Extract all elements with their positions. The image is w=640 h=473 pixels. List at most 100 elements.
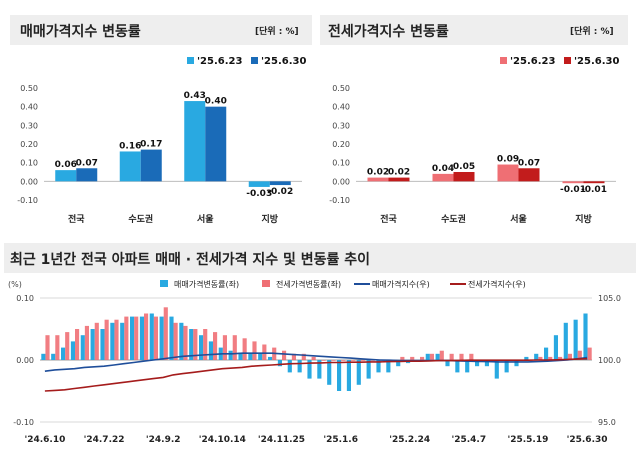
trend-sale-rate-bar <box>80 335 85 360</box>
trend-sale-rate-bar <box>553 335 558 360</box>
sale-data-label: 0.43 <box>184 91 206 101</box>
trend-y2tick-label: 105.0 <box>598 294 621 303</box>
trend-jeonse-rate-bar <box>301 353 306 360</box>
trend-jeonse-rate-bar <box>114 319 119 360</box>
trend-jeonse-rate-bar <box>449 353 454 360</box>
trend-sale-rate-bar <box>366 360 371 379</box>
trend-legend-swatch <box>160 280 168 287</box>
trend-legend-label: 전세가격변동률(좌) <box>276 279 341 289</box>
jeonse-data-label: 0.02 <box>388 168 410 178</box>
trend-jeonse-rate-bar <box>341 360 346 361</box>
trend-jeonse-index-line <box>44 358 588 392</box>
trend-jeonse-rate-bar <box>567 353 572 360</box>
trend-sale-rate-bar <box>277 360 282 367</box>
trend-xtick-label: '24.6.10 <box>24 435 65 445</box>
trend-jeonse-rate-bar <box>153 316 158 360</box>
trend-sale-rate-bar <box>396 360 401 367</box>
trend-sale-rate-bar <box>238 352 243 360</box>
trend-jeonse-rate-bar <box>400 356 405 360</box>
trend-sale-rate-bar <box>327 360 332 385</box>
trend-sale-rate-bar <box>248 353 253 360</box>
sale-category-label: 서울 <box>197 213 214 225</box>
trend-sale-rate-bar <box>425 353 430 360</box>
sale-bar <box>269 181 291 186</box>
sale-bar <box>248 181 270 187</box>
trend-sale-rate-bar <box>475 360 480 367</box>
trend-sale-rate-bar <box>386 360 391 373</box>
trend-jeonse-rate-bar <box>203 329 208 360</box>
sale-data-label: 0.06 <box>55 160 77 170</box>
trend-sale-rate-bar <box>149 313 154 360</box>
trend-xtick-label: '25.6.30 <box>567 435 608 445</box>
trend-sale-rate-bar <box>465 360 470 373</box>
trend-sale-rate-bar <box>455 360 460 373</box>
jeonse-unit-label: [단위 : %] <box>570 27 614 37</box>
trend-jeonse-rate-bar <box>282 350 287 360</box>
trend-sale-rate-bar <box>445 360 450 367</box>
trend-jeonse-rate-bar <box>213 332 218 360</box>
sale-panel-title: 매매가격지수 변동률 <box>20 24 141 40</box>
trend-sale-rate-bar <box>139 316 144 360</box>
trend-sale-rate-bar <box>376 360 381 373</box>
jeonse-title-bar <box>320 15 628 45</box>
trend-sale-rate-bar <box>110 322 115 360</box>
trend-jeonse-rate-bar <box>439 350 444 360</box>
trend-jeonse-rate-bar <box>429 353 434 360</box>
trend-ytick-label: 0.00 <box>16 356 34 365</box>
trend-sale-rate-bar <box>346 360 351 391</box>
trend-sale-rate-bar <box>524 356 529 360</box>
trend-sale-rate-bar <box>130 316 135 360</box>
trend-jeonse-rate-bar <box>291 353 296 360</box>
trend-jeonse-rate-bar <box>222 335 227 360</box>
sale-bar <box>76 168 98 182</box>
jeonse-ytick-label: 0.50 <box>332 84 350 93</box>
trend-jeonse-rate-bar <box>124 316 129 360</box>
trend-sale-rate-bar <box>514 360 519 367</box>
trend-jeonse-rate-bar <box>370 360 375 361</box>
trend-jeonse-rate-bar <box>94 322 99 360</box>
trend-xtick-label: '24.7.22 <box>84 435 125 445</box>
trend-panel-title: 최근 1년간 전국 아파트 매매 · 전세가격 지수 및 변동률 추이 <box>10 252 371 268</box>
trend-sale-rate-bar <box>41 353 46 360</box>
jeonse-ytick-label: 0.10 <box>332 159 350 168</box>
sale-legend-swatch <box>187 57 194 64</box>
jeonse-data-label: 0.02 <box>367 168 389 178</box>
trend-jeonse-rate-bar <box>104 319 109 360</box>
trend-jeonse-rate-bar <box>548 356 553 360</box>
jeonse-data-label: 0.05 <box>453 162 475 172</box>
trend-jeonse-rate-bar <box>577 350 582 360</box>
trend-sale-rate-bar <box>356 360 361 385</box>
sale-data-label: -0.02 <box>267 187 293 197</box>
trend-sale-rate-bar <box>317 360 322 379</box>
trend-sale-rate-bar <box>228 350 233 360</box>
trend-y2tick-label: 100.0 <box>598 356 621 365</box>
trend-jeonse-rate-bar <box>558 356 563 360</box>
trend-sale-index-line <box>44 352 588 372</box>
jeonse-ytick-label: 0.30 <box>332 121 350 130</box>
trend-jeonse-rate-bar <box>469 353 474 360</box>
jeonse-bar <box>367 177 389 182</box>
sale-bar <box>184 101 206 182</box>
trend-jeonse-rate-bar <box>262 344 267 360</box>
trend-jeonse-rate-bar <box>193 329 198 360</box>
sale-unit-label: [단위 : %] <box>255 27 299 37</box>
sale-ytick-label: 0.00 <box>20 177 38 186</box>
trend-sale-rate-bar <box>258 353 263 360</box>
sale-data-label: 0.17 <box>140 140 162 150</box>
sale-ytick-label: 0.50 <box>20 84 38 93</box>
sale-data-label: -0.03 <box>246 189 272 199</box>
jeonse-panel-title: 전세가격지수 변동률 <box>328 24 449 40</box>
sale-bar <box>119 151 141 182</box>
trend-sale-rate-bar <box>544 347 549 360</box>
trend-xtick-label: '24.11.25 <box>258 435 305 445</box>
jeonse-category-label: 서울 <box>510 213 527 225</box>
trend-sale-rate-bar <box>51 353 56 360</box>
sale-legend-label: '25.6.23 <box>197 56 242 67</box>
jeonse-bar <box>518 168 540 182</box>
trend-jeonse-rate-bar <box>84 325 89 360</box>
trend-ytick-label: -0.10 <box>13 418 34 427</box>
jeonse-category-label: 전국 <box>380 213 397 225</box>
jeonse-category-label: 지방 <box>575 213 592 225</box>
sale-data-label: 0.16 <box>119 141 141 151</box>
